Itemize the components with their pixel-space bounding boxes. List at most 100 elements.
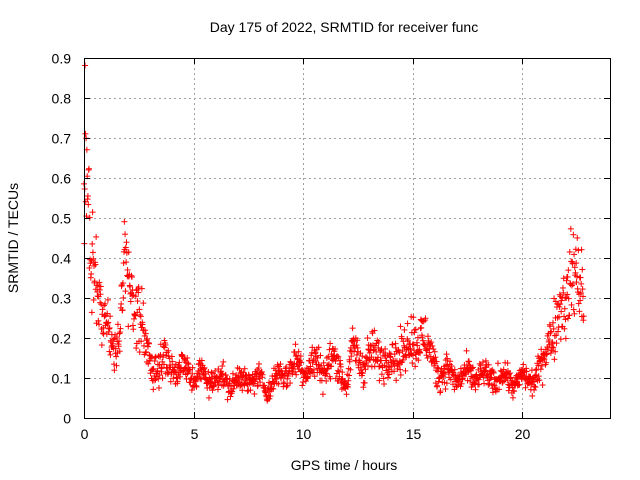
data-point (251, 390, 258, 397)
data-point (570, 231, 577, 238)
data-point (161, 337, 168, 344)
data-point (421, 342, 428, 349)
data-point (120, 260, 127, 267)
data-point (292, 353, 299, 360)
data-point (270, 385, 277, 392)
data-point (318, 362, 325, 369)
data-point (114, 321, 121, 328)
data-point (459, 375, 466, 382)
data-point (554, 328, 561, 335)
x-tick-label: 20 (515, 426, 531, 442)
data-point (82, 130, 89, 137)
data-point (553, 332, 560, 339)
data-point (236, 365, 243, 372)
data-point (106, 348, 113, 355)
data-point (292, 368, 299, 375)
data-point (538, 362, 545, 369)
data-point (571, 251, 578, 258)
data-point (509, 394, 516, 401)
data-point (319, 391, 326, 398)
data-point (544, 346, 551, 353)
data-point (578, 246, 585, 253)
data-point (429, 342, 436, 349)
data-point (139, 321, 146, 328)
data-point (149, 366, 156, 373)
data-point (224, 396, 231, 403)
data-point (146, 340, 153, 347)
data-point (385, 359, 392, 366)
data-point (533, 376, 540, 383)
data-point (179, 352, 186, 359)
data-point (480, 374, 487, 381)
data-point (219, 370, 226, 377)
data-point (206, 394, 213, 401)
data-point (104, 296, 111, 303)
data-point (364, 362, 371, 369)
x-axis-label: GPS time / hours (291, 457, 398, 473)
data-point (386, 364, 393, 371)
data-point (375, 344, 382, 351)
data-point (396, 349, 403, 356)
data-point (336, 368, 343, 375)
data-point (140, 300, 147, 307)
data-point (494, 360, 501, 367)
data-point (354, 348, 361, 355)
y-tick-label: 0.8 (52, 91, 72, 107)
data-point (93, 233, 100, 240)
data-point (91, 278, 98, 285)
data-point (154, 367, 161, 374)
data-point (137, 313, 144, 320)
data-point (575, 300, 582, 307)
data-point (556, 313, 563, 320)
data-point (142, 349, 149, 356)
data-point (125, 249, 132, 256)
data-point (346, 358, 353, 365)
data-point (357, 359, 364, 366)
data-point (562, 335, 569, 342)
data-point (343, 391, 350, 398)
grid-lines (84, 58, 610, 418)
data-point (219, 363, 226, 370)
data-point (345, 377, 352, 384)
axis-ticks (84, 58, 610, 419)
data-point (326, 346, 333, 353)
data-point (212, 367, 219, 374)
data-point (412, 363, 419, 370)
data-point (516, 381, 523, 388)
data-point (434, 382, 441, 389)
data-point (94, 282, 101, 289)
data-point (433, 358, 440, 365)
y-tick-label: 0.9 (52, 51, 72, 67)
data-point (152, 354, 159, 361)
data-point (565, 295, 572, 302)
data-point (550, 325, 557, 332)
data-point (419, 334, 426, 341)
data-point (198, 376, 205, 383)
data-point (299, 382, 306, 389)
data-point (376, 377, 383, 384)
data-point (275, 380, 282, 387)
data-point (553, 340, 560, 347)
data-point (283, 383, 290, 390)
y-tick-label: 0.2 (52, 331, 72, 347)
data-point (189, 364, 196, 371)
data-point (241, 382, 248, 389)
data-point (120, 294, 127, 301)
data-point (394, 365, 401, 372)
data-point (378, 371, 385, 378)
data-point (426, 349, 433, 356)
data-point (104, 310, 111, 317)
data-point (335, 353, 342, 360)
data-point (558, 308, 565, 315)
data-point (284, 375, 291, 382)
data-point (147, 370, 154, 377)
data-point (404, 337, 411, 344)
data-point (482, 357, 489, 364)
data-point (138, 338, 145, 345)
data-point (261, 382, 268, 389)
data-point (513, 379, 520, 386)
data-point (241, 365, 248, 372)
data-point (102, 300, 109, 307)
data-point (537, 366, 544, 373)
